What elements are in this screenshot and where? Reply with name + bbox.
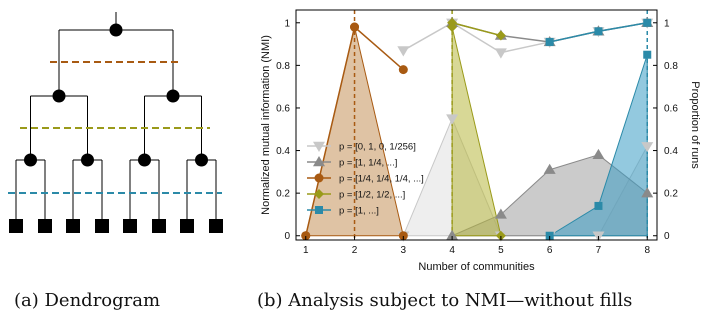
- legend-label: p = [1/4, 1/4, 1/4, ...]: [339, 174, 424, 185]
- series-marker: [643, 50, 652, 59]
- nmi-chart: 1 2 3 4 5 6 7 8 0 0 0.2 0.2 0.4 0.4 0.6 0.6 0.8 0.8 1 1 p =…: [260, 9, 701, 273]
- series-marker: [398, 231, 408, 241]
- nmi-line: [402, 21, 648, 54]
- series-marker: [397, 46, 410, 57]
- series-marker: [313, 141, 325, 152]
- series-marker: [592, 148, 605, 160]
- dendro-node: [52, 89, 66, 103]
- dendro-leaf: [66, 219, 80, 233]
- dendro-node: [81, 153, 94, 167]
- series-marker: [545, 37, 554, 46]
- y-tick-label-right: 0.8: [664, 61, 678, 72]
- legend-label: p = [1, ...]: [339, 206, 379, 217]
- y-tick-label: 0.4: [276, 146, 290, 157]
- y-tick-label: 0.2: [276, 189, 290, 200]
- dendro-leaf: [123, 219, 137, 233]
- caption-a: (a) Dendrogram: [14, 290, 161, 311]
- dendrogram: [8, 12, 223, 233]
- dendro-node: [24, 153, 37, 167]
- series-marker: [594, 27, 603, 36]
- y-tick-label: 0.8: [276, 61, 290, 72]
- series-marker: [446, 114, 459, 125]
- dendro-leaf: [180, 219, 194, 233]
- x-tick-label: 5: [498, 245, 504, 256]
- series-marker: [594, 201, 603, 210]
- x-tick-label: 6: [547, 245, 553, 256]
- y-axis-right-label: Proportion of runs: [689, 81, 701, 169]
- x-tick-label: 7: [596, 245, 602, 256]
- chart-legend: p = [0, 1, 0, 1/256] p = [1, 1/4, ...] p =…: [307, 142, 424, 217]
- series-marker: [494, 208, 507, 219]
- legend-label: p = [1/2, 1/2, ...]: [339, 190, 405, 201]
- caption-b: (b) Analysis subject to NMI—without fill…: [257, 290, 633, 311]
- y-tick-label: 1: [284, 18, 290, 29]
- y-tick-label-right: 0.6: [664, 103, 678, 114]
- dendro-node: [138, 153, 151, 167]
- dendro-node: [109, 23, 123, 37]
- series-marker: [301, 231, 311, 241]
- nmi-line: [451, 22, 502, 37]
- dendro-leaf: [38, 219, 52, 233]
- y-axis-left-label: Normalized mutual information (NMI): [260, 35, 272, 215]
- series-marker: [545, 231, 554, 240]
- y-tick-label: 0.6: [276, 103, 290, 114]
- series-marker: [641, 142, 654, 153]
- dendro-leaf: [9, 219, 23, 233]
- series-marker: [314, 189, 324, 199]
- x-axis-label: Number of communities: [418, 261, 535, 273]
- dendro-node: [195, 153, 208, 167]
- dendro-leaf: [95, 219, 109, 233]
- series-marker: [495, 230, 506, 241]
- legend-label: p = [1, 1/4, ...]: [339, 158, 397, 169]
- series-marker: [447, 22, 458, 33]
- x-tick-label: 2: [352, 245, 358, 256]
- plot-frame: [295, 9, 658, 241]
- proportion-area: [451, 26, 502, 237]
- y-tick-label-right: 1: [664, 18, 670, 29]
- x-tick-label: 3: [401, 245, 407, 256]
- x-tick-label: 4: [449, 245, 455, 256]
- series-marker: [641, 187, 654, 198]
- chart-axes: 1 2 3 4 5 6 7 8 0 0 0.2 0.2 0.4 0.4 0.6 0.6 0.8 0.8 1 1: [276, 9, 678, 256]
- series-marker: [495, 30, 506, 41]
- dendro-leaf: [209, 219, 223, 233]
- series-marker: [643, 18, 652, 27]
- y-tick-label: 0: [284, 231, 290, 242]
- y-tick-label-right: 0.4: [664, 146, 678, 157]
- series-marker: [494, 48, 507, 59]
- series-marker: [543, 163, 556, 174]
- series-marker: [314, 173, 324, 183]
- series-marker: [398, 65, 408, 75]
- series-marker: [350, 22, 360, 32]
- dendro-node: [166, 89, 180, 103]
- legend-label: p = [0, 1, 0, 1/256]: [339, 142, 416, 153]
- y-tick-label-right: 0.2: [664, 189, 678, 200]
- dendro-leaf: [152, 219, 166, 233]
- y-tick-label-right: 0: [664, 231, 670, 242]
- community-vlines: [353, 10, 648, 240]
- x-tick-label: 1: [303, 245, 309, 256]
- series-marker: [313, 156, 325, 167]
- x-tick-label: 8: [644, 245, 650, 256]
- series-marker: [315, 206, 323, 214]
- series-marker: [446, 229, 459, 240]
